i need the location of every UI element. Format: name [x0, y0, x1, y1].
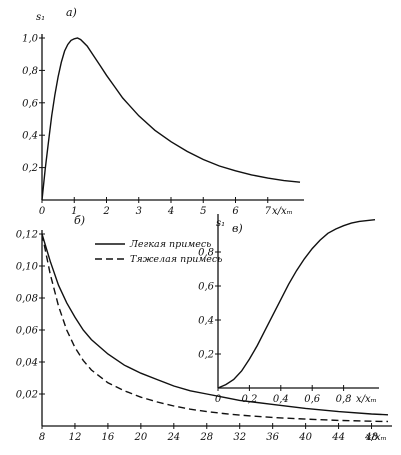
- x-tick-label: 24: [166, 432, 180, 443]
- x-axis-label-c: x/xₘ: [356, 394, 377, 405]
- x-tick-label: 28: [199, 432, 213, 443]
- series-line-1-1: [41, 37, 301, 201]
- panel-label-a: а): [66, 6, 77, 19]
- y-tick-label: 0,8: [198, 248, 214, 259]
- x-tick-label: 40: [298, 432, 312, 443]
- x-axis-label-a: x/xₘ: [272, 206, 293, 217]
- y-tick-label: 0,04: [16, 358, 38, 369]
- x-tick-label: 12: [69, 432, 82, 443]
- y-tick-label: 0,10: [16, 262, 39, 273]
- series-line-2-2: [41, 233, 389, 423]
- legend-label-heavy: Тяжелая примесь: [130, 254, 222, 265]
- x-tick-label: 48: [364, 432, 378, 443]
- x-tick-label: 16: [102, 432, 115, 443]
- y-tick-label: 0,4: [198, 316, 214, 327]
- series-line-2-1: [41, 233, 389, 416]
- x-tick-label: 0: [215, 394, 222, 405]
- panel-label-c: в): [232, 222, 243, 235]
- x-tick-label: 0: [39, 206, 46, 217]
- y-tick-label: 1,0: [22, 34, 39, 45]
- y-tick-label: 0,2: [22, 163, 38, 174]
- x-tick-label: 0,8: [336, 394, 352, 405]
- y-axis-label-a: s₁: [36, 12, 45, 23]
- x-tick-label: 3: [136, 206, 142, 217]
- y-tick-label: 0,02: [16, 390, 38, 401]
- x-tick-label: 0,6: [304, 394, 321, 405]
- x-tick-label: 4: [167, 206, 174, 217]
- x-tick-label: 44: [331, 432, 345, 443]
- x-tick-label: 7: [265, 206, 272, 217]
- x-tick-label: 32: [233, 432, 246, 443]
- x-tick-label: 36: [266, 432, 279, 443]
- y-tick-label: 0,2: [198, 350, 214, 361]
- y-tick-label: 0,6: [22, 98, 39, 109]
- y-tick-label: 0,6: [198, 282, 215, 293]
- y-tick-label: 0,4: [22, 131, 38, 142]
- x-tick-label: 0,4: [273, 394, 289, 405]
- x-tick-label: 2: [102, 206, 109, 217]
- x-tick-label: 1: [71, 206, 77, 217]
- y-axis-label-c: s₁: [216, 218, 225, 229]
- series-line-3-1: [217, 219, 376, 389]
- legend-label-light: Легкая примесь: [129, 239, 211, 250]
- y-tick-label: 0,8: [22, 66, 38, 77]
- x-axis-label-b: x/xₘ: [366, 432, 387, 443]
- panel-label-b: б): [74, 214, 85, 227]
- y-tick-label: 0,12: [16, 230, 38, 241]
- y-tick-label: 0,06: [16, 326, 39, 337]
- x-tick-label: 0,2: [241, 394, 257, 405]
- x-tick-label: 20: [133, 432, 147, 443]
- y-tick-label: 0,08: [16, 294, 38, 305]
- x-tick-label: 5: [200, 206, 206, 217]
- x-tick-label: 6: [232, 206, 239, 217]
- x-tick-label: 8: [39, 432, 45, 443]
